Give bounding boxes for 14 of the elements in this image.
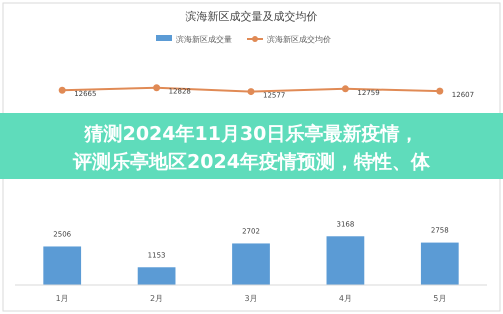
x-tick-label: 2月 <box>150 294 164 303</box>
x-tick-label: 4月 <box>338 294 352 303</box>
annotation: 猜测2024年11月30日乐亭最新疫情，评测乐亭地区2024年疫情预测，特性、体 <box>72 123 431 173</box>
x-tick-label: 3月 <box>244 294 258 303</box>
x-tick-label: 1月 <box>56 294 69 303</box>
bar <box>326 236 364 285</box>
chart-title: 滨海新区成交量及成交均价 <box>186 10 318 23</box>
bar <box>138 267 176 285</box>
bar <box>232 243 270 285</box>
legend-label: 滨海新区成交均价 <box>267 35 331 44</box>
bar <box>420 242 459 285</box>
x-tick-label: 5月 <box>433 294 446 303</box>
legend-label: 滨海新区成交量 <box>176 35 232 44</box>
bar <box>43 246 82 285</box>
